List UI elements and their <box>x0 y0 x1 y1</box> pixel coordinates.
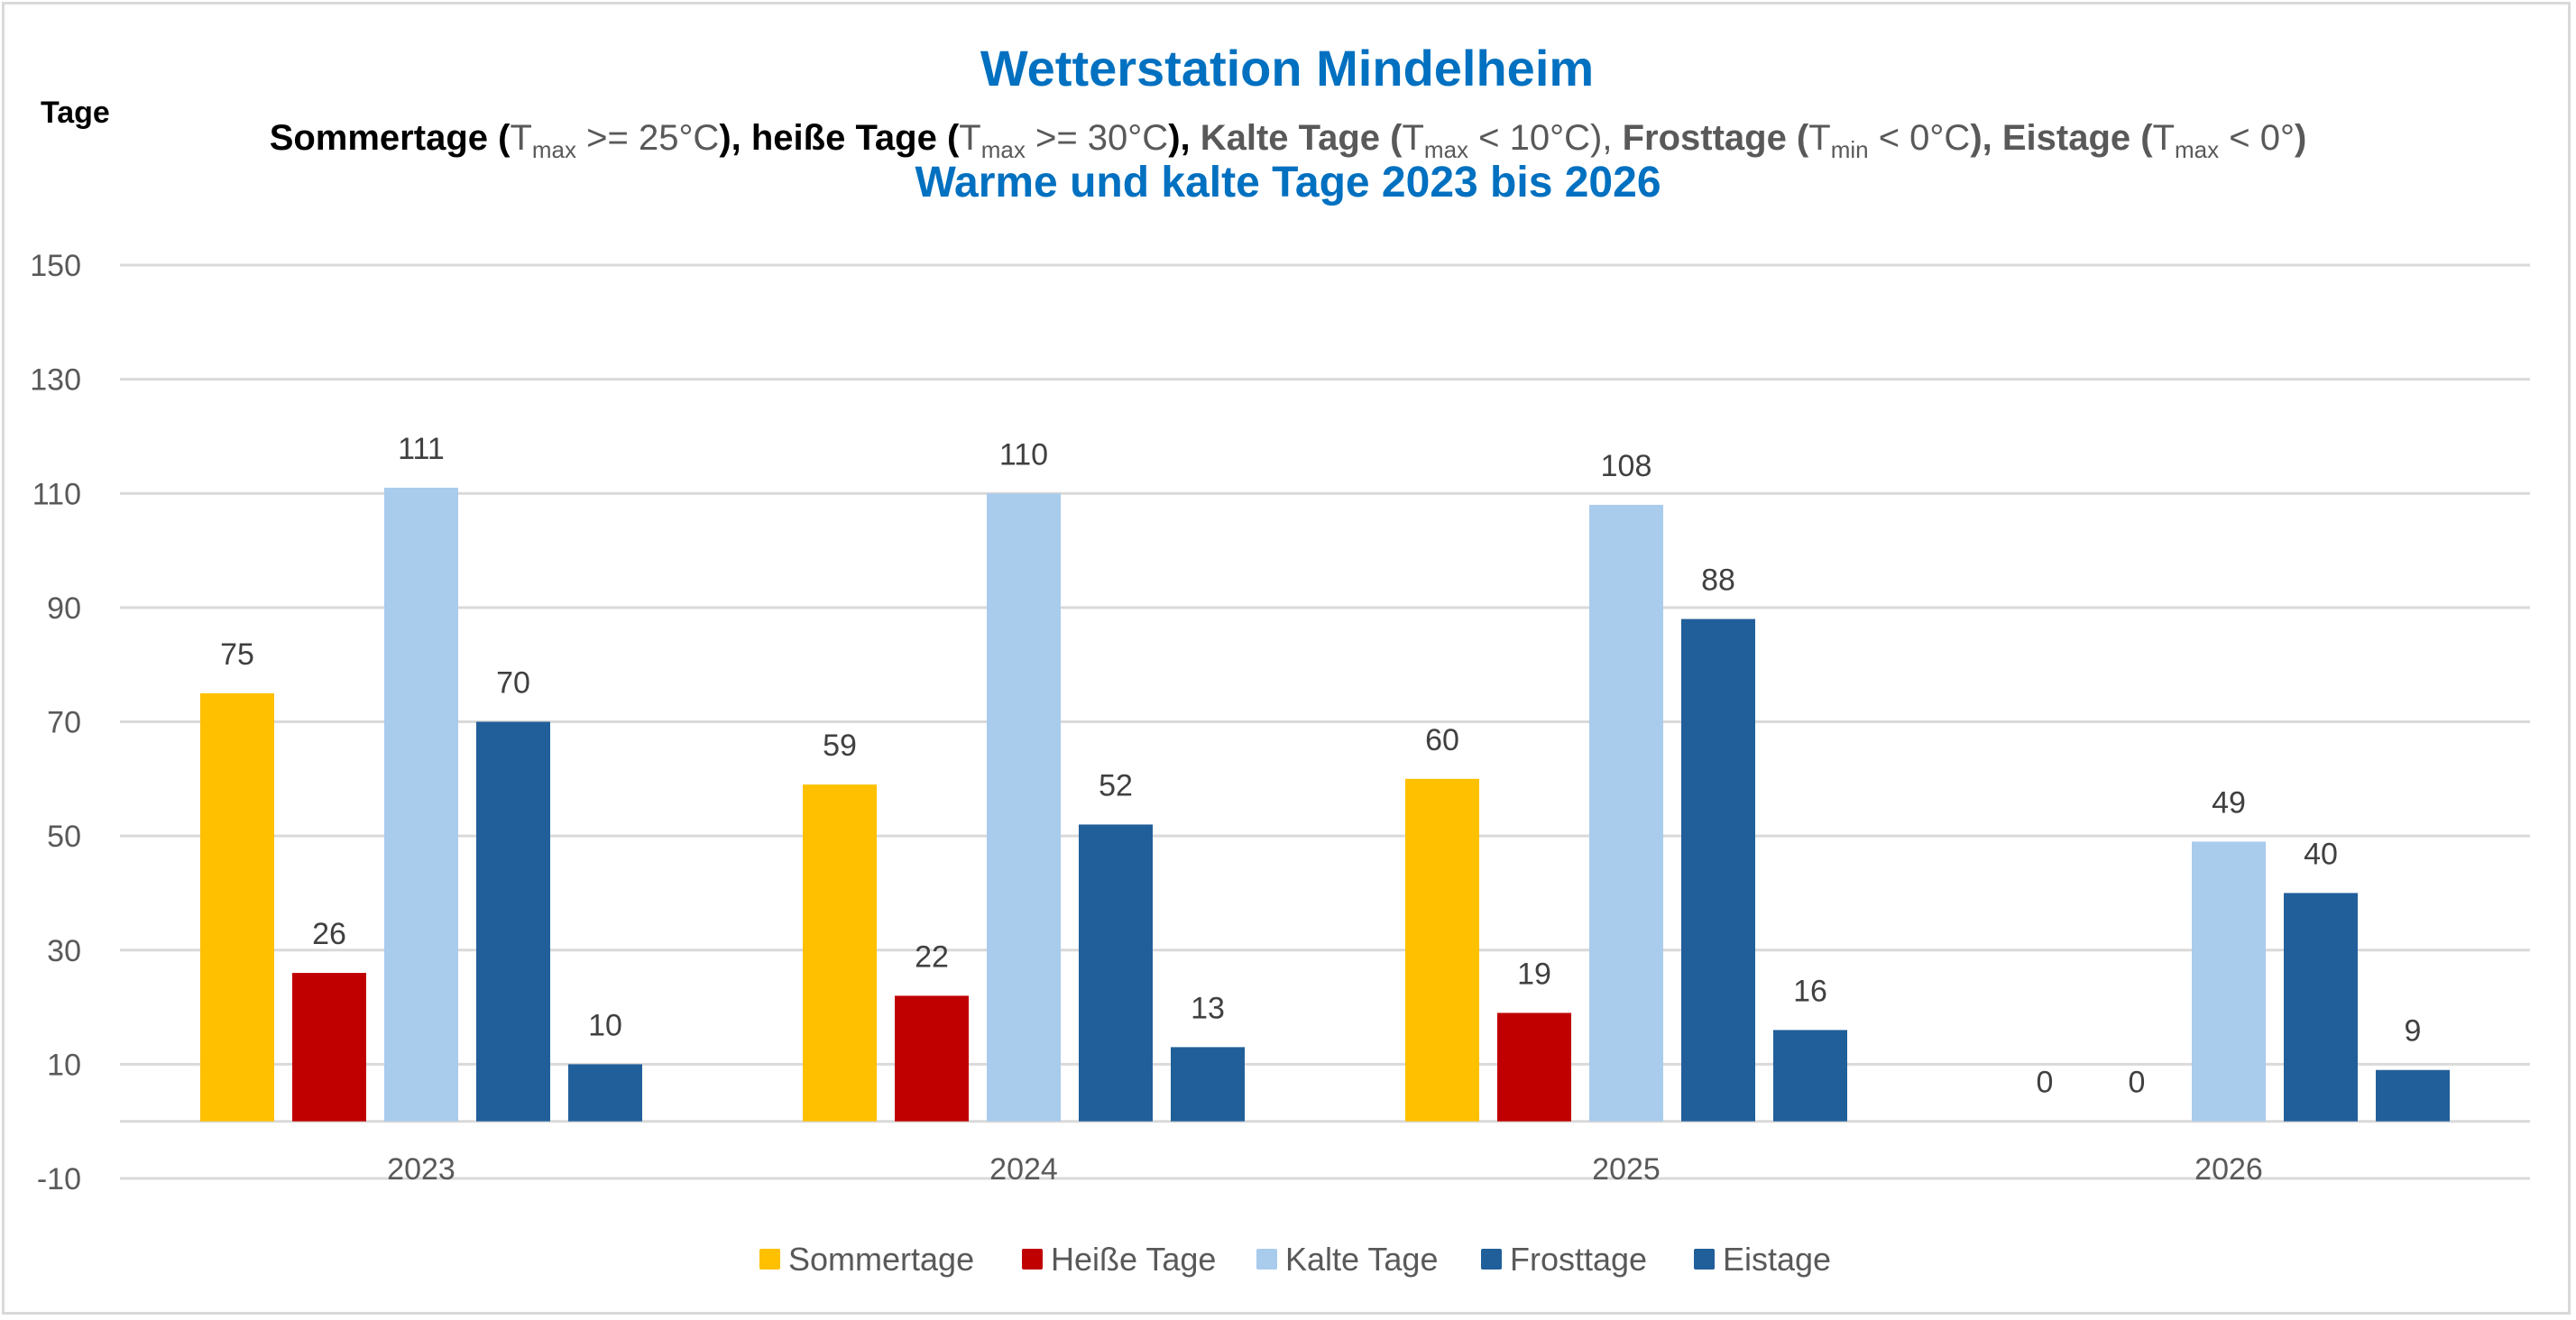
bar-frosttage-2024 <box>1079 824 1153 1122</box>
bar-frosttage-2026 <box>2284 893 2358 1122</box>
data-label: 0 <box>2129 1066 2146 1100</box>
y-tick-label: 30 <box>47 934 81 968</box>
data-label: 22 <box>915 940 949 974</box>
data-label: 52 <box>1099 768 1133 802</box>
y-tick-label: 110 <box>32 477 81 511</box>
legend-item: Eistage <box>1694 1241 1831 1278</box>
subtitle-part: max <box>1424 136 1468 163</box>
subtitle-part: max <box>532 136 576 163</box>
subtitle-part: Sommertage ( <box>270 118 511 158</box>
bar-frosttage-2023 <box>476 721 550 1122</box>
y-tick-label: 10 <box>47 1048 81 1082</box>
legend-label: Eistage <box>1723 1241 1831 1278</box>
bar-hei-e-tage-2024 <box>895 995 969 1122</box>
y-axis-ticks: 150 130 110 90 70 50 30 10 -10 <box>30 249 81 1196</box>
x-tick-label: 2025 <box>1592 1152 1661 1187</box>
data-label: 88 <box>1701 564 1735 598</box>
bar-eistage-2026 <box>2376 1069 2450 1122</box>
data-label: 0 <box>2037 1066 2054 1100</box>
bar-hei-e-tage-2025 <box>1497 1013 1571 1122</box>
bar-eistage-2023 <box>568 1064 642 1122</box>
subtitle-part: < 0°C <box>1869 118 1971 158</box>
legend-label: Frosttage <box>1510 1241 1647 1278</box>
x-tick-label: 2026 <box>2194 1152 2263 1187</box>
bar-kalte-tage-2023 <box>384 487 458 1122</box>
legend-swatch <box>1481 1249 1502 1270</box>
legend: Sommertage Heiße Tage Kalte Tage Frosttage E… <box>759 1241 1831 1278</box>
subtitle-part: ), heiße Tage ( <box>719 118 960 158</box>
data-label: 9 <box>2405 1014 2422 1049</box>
bar-sommertage-2023 <box>200 692 274 1122</box>
subtitle-part: ), Eistage ( <box>1970 118 2153 158</box>
data-label: 16 <box>1793 974 1827 1008</box>
data-label: 60 <box>1425 723 1459 757</box>
data-label: 110 <box>999 437 1048 472</box>
data-label: 59 <box>823 729 857 763</box>
y-tick-label: 90 <box>47 591 81 626</box>
chart-title: Wetterstation Mindelheim <box>980 40 1594 96</box>
subtitle-part: T <box>959 118 980 158</box>
y-tick-label: 70 <box>47 706 81 740</box>
data-label: 10 <box>588 1008 622 1042</box>
bar-kalte-tage-2025 <box>1589 504 1663 1122</box>
bar-kalte-tage-2026 <box>2192 841 2266 1122</box>
legend-item: Frosttage <box>1481 1241 1647 1278</box>
y-axis-label: Tage <box>41 96 110 130</box>
subtitle-part: T <box>510 118 531 158</box>
data-labels: 75 26 111 70 10 59 22 110 52 13 60 19 108 88 16 0 0 49 40 9 <box>220 432 2421 1100</box>
legend-swatch <box>1256 1249 1277 1270</box>
subtitle-part: T <box>1402 118 1423 158</box>
subtitle-part: max <box>2175 136 2219 163</box>
bar-eistage-2025 <box>1773 1030 1847 1122</box>
bar-frosttage-2025 <box>1681 619 1755 1122</box>
subtitle-part: min <box>1831 136 1869 163</box>
data-label: 108 <box>1601 449 1652 483</box>
bar-hei-e-tage-2023 <box>292 973 366 1122</box>
bars <box>200 487 2450 1122</box>
subtitle-part: >= 25°C <box>576 118 719 158</box>
chart-title-2: Warme und kalte Tage 2023 bis 2026 <box>915 159 1661 206</box>
subtitle-part: max <box>981 136 1026 163</box>
bar-sommertage-2025 <box>1405 778 1479 1122</box>
y-tick-label: 150 <box>30 249 81 283</box>
subtitle-part: T <box>2153 118 2175 158</box>
data-label: 75 <box>220 637 254 672</box>
subtitle-part: < 0° <box>2219 118 2295 158</box>
data-label: 111 <box>398 432 445 466</box>
subtitle-part: ) <box>2295 118 2306 158</box>
legend-swatch <box>1694 1249 1715 1270</box>
data-label: 26 <box>312 917 346 951</box>
subtitle-part: Frosttage ( <box>1623 118 1809 158</box>
legend-label: Sommertage <box>788 1241 974 1278</box>
chart-subtitle: Sommertage (Tmax >= 25°C), heiße Tage (T… <box>270 118 2307 163</box>
legend-swatch <box>1022 1249 1043 1270</box>
x-tick-label: 2023 <box>387 1152 455 1187</box>
y-tick-label: -10 <box>37 1162 81 1196</box>
bar-kalte-tage-2024 <box>987 493 1061 1122</box>
data-label: 13 <box>1191 991 1225 1025</box>
subtitle-part: T <box>1808 118 1830 158</box>
legend-label: Kalte Tage <box>1285 1241 1438 1278</box>
subtitle-part: Kalte Tage ( <box>1201 118 1403 158</box>
subtitle-part: >= 30°C <box>1026 118 1168 158</box>
x-axis-ticks: 2023 2024 2025 2026 <box>387 1152 2263 1187</box>
data-label: 49 <box>2212 785 2246 820</box>
data-label: 70 <box>496 666 530 701</box>
data-label: 19 <box>1517 957 1551 991</box>
bar-eistage-2024 <box>1171 1047 1245 1122</box>
legend-swatch <box>759 1249 780 1270</box>
data-label: 40 <box>2304 837 2338 871</box>
bar-sommertage-2024 <box>803 784 877 1122</box>
subtitle-part: < 10°C), <box>1468 118 1623 158</box>
x-tick-label: 2024 <box>989 1152 1058 1187</box>
legend-label: Heiße Tage <box>1051 1241 1216 1278</box>
legend-item: Sommertage <box>759 1241 974 1278</box>
subtitle-part: ), <box>1168 118 1201 158</box>
legend-item: Kalte Tage <box>1256 1241 1438 1278</box>
legend-item: Heiße Tage <box>1022 1241 1216 1278</box>
y-tick-label: 50 <box>47 820 81 854</box>
y-tick-label: 130 <box>30 363 81 398</box>
